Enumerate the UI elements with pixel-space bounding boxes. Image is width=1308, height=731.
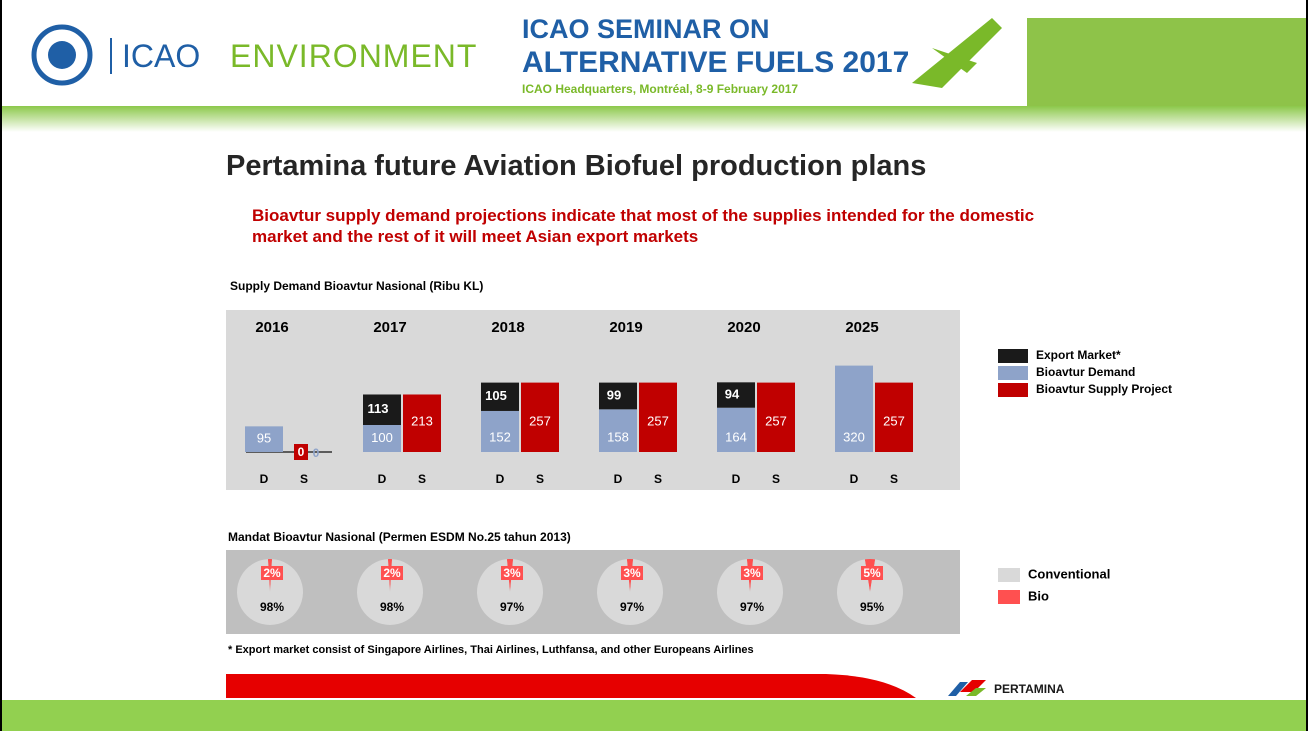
value-label: 5% (863, 566, 881, 580)
value-label: 0 (313, 446, 320, 460)
bar-label: D (496, 472, 505, 486)
legend-swatch (998, 590, 1020, 604)
brand-name: PERTAMINA (994, 682, 1064, 696)
value-label: 320 (843, 429, 865, 444)
bar-label: S (772, 472, 780, 486)
legend-swatch (998, 366, 1028, 380)
bar-label: S (300, 472, 308, 486)
value-label: 95 (257, 431, 271, 446)
value-label: 158 (607, 429, 629, 444)
value-label: 113 (368, 401, 389, 416)
value-label: 0 (298, 445, 305, 459)
value-label: 257 (529, 413, 551, 428)
category-label: 2025 (845, 319, 878, 336)
chart-title: Supply Demand Bioavtur Nasional (Ribu KL… (230, 279, 483, 293)
value-label: 97% (500, 600, 524, 614)
legend-label: Bio (1028, 588, 1049, 603)
value-label: 100 (371, 430, 393, 445)
legend-label: Export Market* (1036, 348, 1121, 362)
brand-logo (946, 678, 990, 698)
divider (110, 38, 112, 74)
value-label: 164 (725, 429, 747, 444)
bar-label: S (654, 472, 662, 486)
legend-swatch (998, 349, 1028, 363)
org-name: ICAO (122, 38, 200, 75)
value-label: 257 (647, 413, 669, 428)
value-label: 105 (485, 388, 507, 403)
value-label: 98% (380, 600, 404, 614)
category-label: 2020 (727, 319, 760, 336)
legend-label: Bioavtur Demand (1036, 365, 1135, 379)
category-label: 2016 (255, 319, 288, 336)
value-label: 94 (725, 386, 740, 401)
header-icons (902, 8, 1307, 106)
category-label: 2017 (373, 319, 406, 336)
value-label: 97% (740, 600, 764, 614)
category-label: 2019 (609, 319, 642, 336)
value-label: 98% (260, 600, 284, 614)
value-label: 3% (743, 566, 761, 580)
charts: Supply Demand Bioavtur Nasional (Ribu KL… (2, 270, 1308, 645)
value-label: 99 (607, 387, 621, 402)
bar-label: S (536, 472, 544, 486)
bar-label: D (732, 472, 741, 486)
section-name: ENVIRONMENT (230, 38, 477, 75)
bar-label: S (890, 472, 898, 486)
value-label: 2% (383, 566, 401, 580)
value-label: 3% (623, 566, 641, 580)
header-band (2, 106, 1308, 132)
value-label: 213 (411, 413, 433, 428)
slide-title: Pertamina future Aviation Biofuel produc… (226, 150, 926, 183)
footer-band (2, 700, 1308, 731)
bar-label: D (378, 472, 387, 486)
slide-subtitle: Bioavtur supply demand projections indic… (252, 205, 1052, 247)
value-label: 257 (765, 413, 787, 428)
bar-label: S (418, 472, 426, 486)
legend-swatch (998, 568, 1020, 582)
category-label: 2018 (491, 319, 524, 336)
legend-swatch (998, 383, 1028, 397)
footnote: * Export market consist of Singapore Air… (228, 644, 754, 656)
bar-label: D (260, 472, 269, 486)
seminar-title: ALTERNATIVE FUELS 2017 (522, 46, 909, 80)
seminar-subtitle: ICAO Headquarters, Montréal, 8-9 Februar… (522, 82, 798, 96)
value-label: 95% (860, 600, 884, 614)
value-label: 2% (263, 566, 281, 580)
seminar-title: ICAO SEMINAR ON (522, 14, 770, 45)
value-label: 3% (503, 566, 521, 580)
bar-label: D (614, 472, 623, 486)
bar-label: D (850, 472, 859, 486)
slide: ICAO ENVIRONMENT ICAO SEMINAR ON ALTERNA… (0, 0, 1308, 731)
legend-label: Bioavtur Supply Project (1036, 382, 1172, 396)
red-swoosh (226, 670, 916, 698)
value-label: 257 (883, 413, 905, 428)
icao-logo (22, 20, 107, 90)
legend-label: Conventional (1028, 566, 1110, 581)
chart-title: Mandat Bioavtur Nasional (Permen ESDM No… (228, 530, 571, 544)
value-label: 152 (489, 429, 511, 444)
value-label: 97% (620, 600, 644, 614)
